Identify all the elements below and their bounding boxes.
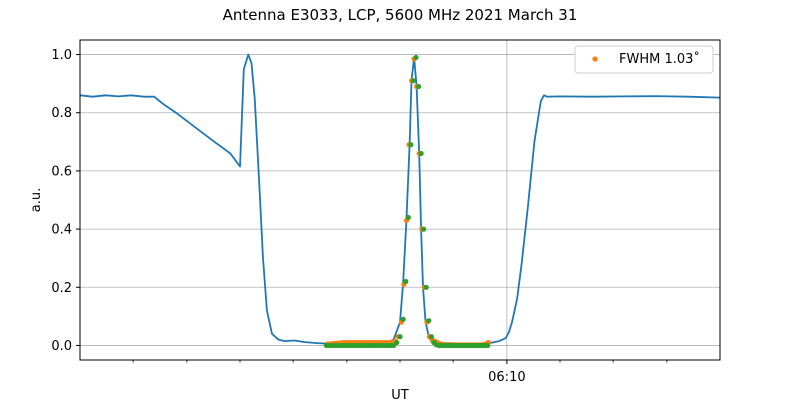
- x-tick-label: 06:10: [488, 370, 525, 385]
- y-tick-label: 0.6: [51, 164, 72, 179]
- y-tick-label: 1.0: [51, 48, 72, 63]
- y-tick-label: 0.4: [51, 223, 72, 238]
- y-axis-label: a.u.: [29, 188, 44, 212]
- y-tick-label: 0.8: [51, 106, 72, 121]
- fit-point: [411, 78, 416, 83]
- fit-point: [424, 285, 429, 290]
- fit-point: [416, 84, 421, 89]
- fit-point: [419, 151, 424, 156]
- fit-point: [421, 227, 426, 232]
- fit-point: [408, 142, 413, 147]
- x-axis: 06:10: [133, 360, 667, 385]
- y-tick-label: 0.2: [51, 281, 72, 296]
- fit-point: [426, 318, 431, 323]
- fit-point: [406, 215, 411, 220]
- x-axis-label: UT: [391, 388, 409, 400]
- fit-point: [429, 334, 434, 339]
- legend-label: FWHM 1.03˚: [619, 51, 700, 67]
- y-axis: 0.0 0.2 0.4 0.6 0.8 1.0: [51, 48, 80, 354]
- chart-title: Antenna E3033, LCP, 5600 MHz 2021 March …: [223, 6, 578, 24]
- y-tick-label: 0.0: [51, 339, 72, 354]
- fit-point: [485, 343, 490, 348]
- fit-point: [403, 279, 408, 284]
- legend: FWHM 1.03˚: [575, 46, 713, 73]
- fit-point: [401, 317, 406, 322]
- fit-point: [397, 334, 402, 339]
- legend-marker: [592, 56, 597, 61]
- fit-point: [413, 55, 418, 60]
- fit-point: [394, 340, 399, 345]
